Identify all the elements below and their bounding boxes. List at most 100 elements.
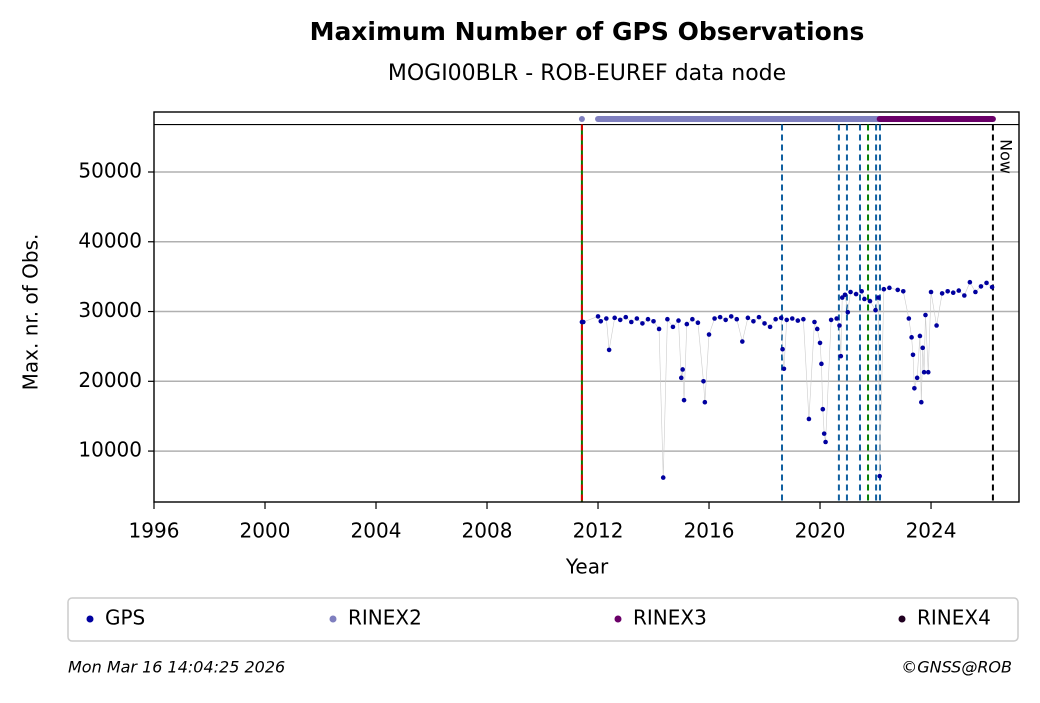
footer-credit: ©GNSS@ROB [901, 658, 1012, 677]
gps-point [717, 314, 723, 320]
gps-point [665, 316, 670, 322]
gps-point [640, 321, 645, 326]
y-tick-label: 40000 [78, 228, 142, 252]
gps-point [678, 375, 684, 381]
gps-point [900, 289, 906, 294]
gps-point [767, 324, 773, 330]
gps-point [681, 397, 687, 403]
gps-point [928, 289, 934, 295]
gps-point [853, 291, 859, 297]
gps-point [895, 287, 901, 293]
x-tick-label: 2000 [240, 519, 291, 543]
gps-point [728, 314, 734, 319]
gps-point [989, 284, 995, 290]
chart-subtitle: MOGI00BLR - ROB-EUREF data node [388, 61, 786, 86]
gps-point [684, 321, 690, 327]
gps-point [581, 319, 586, 325]
gps-point [781, 366, 787, 372]
gps-point [845, 309, 851, 315]
gps-point [820, 406, 826, 412]
gps-point [695, 320, 701, 325]
gps-point [598, 319, 604, 324]
gps-point [606, 347, 612, 353]
gps-point [595, 314, 601, 319]
gps-point [617, 317, 623, 323]
gps-point [806, 416, 812, 422]
gps-point [651, 319, 656, 324]
legend-label: RINEX2 [348, 606, 422, 630]
gps-point [862, 296, 867, 302]
y-tick-label: 10000 [78, 438, 142, 462]
gps-point [780, 346, 785, 352]
gps-point [817, 340, 823, 346]
legend-marker [898, 615, 906, 623]
gps-point [984, 280, 989, 286]
gps-point [823, 439, 828, 445]
gps-point [795, 318, 801, 323]
gps-point [645, 316, 651, 322]
gps-point [914, 375, 920, 381]
legend-label: RINEX4 [917, 606, 991, 630]
gps-point [670, 324, 676, 330]
gps-point [734, 316, 740, 322]
gps-point [919, 399, 924, 405]
gps-point [634, 316, 640, 321]
gps-point [676, 318, 681, 323]
gps-point [877, 473, 882, 479]
gps-point [762, 321, 767, 326]
legend-marker [614, 615, 622, 623]
gps-point [887, 285, 892, 291]
gps-point [812, 319, 817, 325]
gps-point [773, 316, 778, 322]
gps-point [680, 367, 685, 372]
x-tick-label: 1996 [129, 519, 180, 543]
gps-point [934, 323, 939, 328]
gps-point [838, 353, 844, 359]
legend-box [67, 597, 1019, 642]
gps-point [778, 315, 784, 321]
gps-point [920, 345, 926, 351]
gps-point [629, 319, 634, 325]
gps-point [706, 332, 712, 337]
gps-point [623, 314, 629, 320]
gps-point [723, 317, 728, 323]
gps-point [784, 317, 790, 323]
gps-point [939, 291, 945, 296]
gps-point [921, 369, 927, 375]
gps-point [873, 307, 878, 313]
legend-marker [86, 615, 94, 623]
gps-point [925, 369, 931, 375]
format-point [578, 115, 585, 122]
gps-point [801, 316, 806, 322]
gps-point [814, 326, 820, 332]
gps-point [876, 295, 881, 300]
gps-point [702, 399, 708, 405]
x-tick-label: 2020 [795, 519, 846, 543]
x-axis-label: Year [565, 555, 609, 579]
gps-point [740, 339, 745, 344]
footer-date: Mon Mar 16 14:04:25 2026 [68, 658, 285, 677]
gps-point [690, 316, 695, 322]
gps-point [745, 315, 751, 321]
gps-point [701, 379, 706, 384]
gps-point [848, 289, 853, 295]
gps-point [839, 295, 845, 300]
gps-point [923, 312, 928, 318]
gps-point [612, 315, 617, 321]
gps-point [910, 352, 916, 358]
y-tick-label: 50000 [78, 159, 142, 183]
gps-point [912, 385, 917, 391]
gps-point [962, 293, 967, 298]
gps-point [660, 475, 666, 480]
y-tick-label: 30000 [78, 298, 142, 322]
gps-point [978, 284, 984, 289]
gps-point [950, 290, 956, 295]
gps-point [859, 289, 864, 294]
gps-point [945, 289, 950, 294]
now-label: Now [996, 139, 1015, 174]
x-tick-label: 2016 [684, 519, 735, 543]
gps-point [956, 288, 962, 293]
gps-point [712, 316, 717, 321]
gps-point [789, 316, 795, 321]
gps-point [834, 316, 839, 321]
